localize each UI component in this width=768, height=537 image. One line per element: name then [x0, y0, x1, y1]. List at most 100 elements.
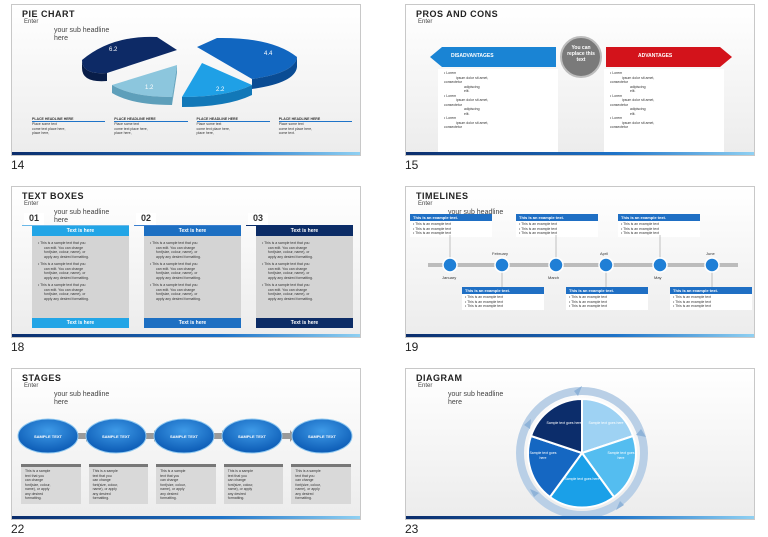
- box-number: 03: [248, 213, 268, 225]
- slide-thumbnail-18[interactable]: TEXT BOXES Enter your sub headline here 0…: [11, 186, 361, 338]
- headline-column: PLACE HEADLINE HERE Place some text come …: [32, 117, 106, 136]
- stage-text-box: This is a sample text that you can change f…: [223, 464, 284, 504]
- box-footer: Text is here: [144, 318, 241, 328]
- timeline-graphic: January February March April May June: [428, 235, 738, 287]
- advantages-label: ADVANTAGES: [638, 53, 673, 59]
- ring-arrow-icon: [616, 501, 624, 510]
- slide-title: STAGES: [22, 373, 62, 383]
- timeline-box: This is an example text. • This is an ex…: [516, 214, 598, 237]
- disadvantages-list: • Lorem ipsum dolor sit amet, consectetur a…: [438, 69, 558, 153]
- slide-enter-label: Enter: [24, 19, 39, 25]
- timeline-box: This is an example text. • This is an ex…: [410, 214, 492, 237]
- box-number: 01: [24, 213, 44, 225]
- segment-label: Sample text goes here: [588, 421, 624, 425]
- pie-slice-2-2: [182, 63, 252, 107]
- headline-column: PLACE HEADLINE HERE Place some text come …: [114, 117, 188, 136]
- slide-number: 19: [405, 340, 419, 354]
- pie-slice-large: [82, 36, 177, 82]
- disadvantages-arrow: [430, 47, 556, 67]
- stage-text-row: This is a sample text that you can change f…: [21, 464, 351, 504]
- timeline-box: This is an example text. • This is an ex…: [670, 287, 752, 310]
- ring-arrow-icon: [530, 489, 539, 497]
- slide-thumbnail-15[interactable]: PROS AND CONS Enter DISADVANTAGES ADVANT…: [405, 4, 755, 156]
- timeline-box: This is an example text. • This is an ex…: [566, 287, 648, 310]
- text-box-02: 02 Text is here • This is a sample text …: [134, 213, 241, 329]
- slide-footer-bar: [12, 516, 360, 519]
- month-may: May: [654, 275, 662, 280]
- timeline-node-june: [704, 257, 720, 273]
- stage-circle-1: [17, 418, 79, 454]
- timeline-node-march: [548, 257, 564, 273]
- month-january: January: [442, 275, 456, 280]
- slide-enter-label: Enter: [418, 383, 433, 389]
- slide-number: 22: [11, 522, 25, 536]
- ring-arrow-icon: [524, 419, 531, 429]
- stage-circle-5: [291, 418, 353, 454]
- pie-label-1-2: 1.2: [145, 85, 154, 91]
- timeline-node-january: [442, 257, 458, 273]
- slide-footer-bar: [12, 334, 360, 337]
- slide-enter-label: Enter: [24, 383, 39, 389]
- stage-label: SAMPLE TEXT: [238, 434, 267, 439]
- slide-thumbnail-22[interactable]: STAGES Enter your sub headline here SAMPL…: [11, 368, 361, 520]
- slide-title: TEXT BOXES: [22, 191, 85, 201]
- stage-text-box: This is a sample text that you can change f…: [21, 464, 81, 504]
- stage-text-box: This is a sample text that you can change f…: [291, 464, 351, 504]
- stage-circle-2: [85, 418, 147, 454]
- segment-right: [580, 434, 637, 499]
- slide-number: 14: [11, 158, 25, 172]
- disadvantages-label: DISADVANTAGES: [451, 53, 494, 59]
- stage-circle-4: [221, 418, 283, 454]
- outer-ring: [516, 387, 648, 519]
- center-text: You can replace this text: [567, 45, 595, 63]
- segment-label: Sample text goes here: [546, 421, 582, 425]
- box-body: • This is a sample text that you can edit…: [256, 236, 353, 318]
- box-header: Text is here: [256, 226, 353, 236]
- slide-number: 15: [405, 158, 419, 172]
- timeline-node-april: [598, 257, 614, 273]
- stage-label: SAMPLE TEXT: [170, 434, 199, 439]
- slide-footer-bar: [12, 152, 360, 155]
- pie-label-4-4: 4.4: [264, 51, 273, 57]
- segment-label: Sample text goes here: [564, 477, 600, 481]
- timeline-box: This is an example text. • This is an ex…: [618, 214, 700, 237]
- box-footer: Text is here: [32, 318, 129, 328]
- pros-cons-banner: [430, 36, 732, 78]
- advantages-list: • Lorem ipsum dolor sit amet, consectetur a…: [604, 69, 724, 153]
- advantages-arrow: [606, 47, 732, 67]
- slide-enter-label: Enter: [24, 201, 39, 207]
- slide-thumbnail-14[interactable]: PIE CHART Enter your sub headline here 6.…: [11, 4, 361, 156]
- slide-enter-label: Enter: [418, 201, 433, 207]
- segment-label: Sample text goes here: [529, 451, 557, 460]
- cycle-diagram: [516, 386, 648, 519]
- segment-bottom: [548, 451, 616, 509]
- ring-arrow-icon: [574, 386, 582, 396]
- slide-footer-bar: [406, 152, 754, 155]
- slide-enter-label: Enter: [418, 19, 433, 25]
- stage-label: SAMPLE TEXT: [34, 434, 63, 439]
- slide-thumbnail-23[interactable]: DIAGRAM Enter your sub headline here Samp…: [405, 368, 755, 520]
- pie-slice-4-4: [197, 37, 297, 89]
- pie-chart: 6.2 4.4 2.2 1.2: [82, 36, 297, 107]
- slide-number: 18: [11, 340, 25, 354]
- slide-title: TIMELINES: [416, 191, 469, 201]
- stage-label: SAMPLE TEXT: [308, 434, 337, 439]
- headline-column: PLACE HEADLINE HERE Place some text come …: [196, 117, 270, 136]
- box-body: • This is a sample text that you can edit…: [144, 236, 241, 318]
- headline-columns: PLACE HEADLINE HERE Place some text come …: [32, 117, 352, 136]
- pie-slice-1-2: [112, 65, 177, 105]
- month-march: March: [548, 275, 559, 280]
- box-number: 02: [136, 213, 156, 225]
- text-box-01: 01 Text is here • This is a sample text …: [22, 213, 129, 329]
- stage-text-box: This is a sample text that you can change f…: [156, 464, 216, 504]
- box-footer: Text is here: [256, 318, 353, 328]
- slide-footer-bar: [406, 516, 754, 519]
- timeline-node-february: [494, 257, 510, 273]
- month-june: June: [706, 251, 715, 256]
- slide-title: DIAGRAM: [416, 373, 463, 383]
- segment-left: [527, 434, 584, 499]
